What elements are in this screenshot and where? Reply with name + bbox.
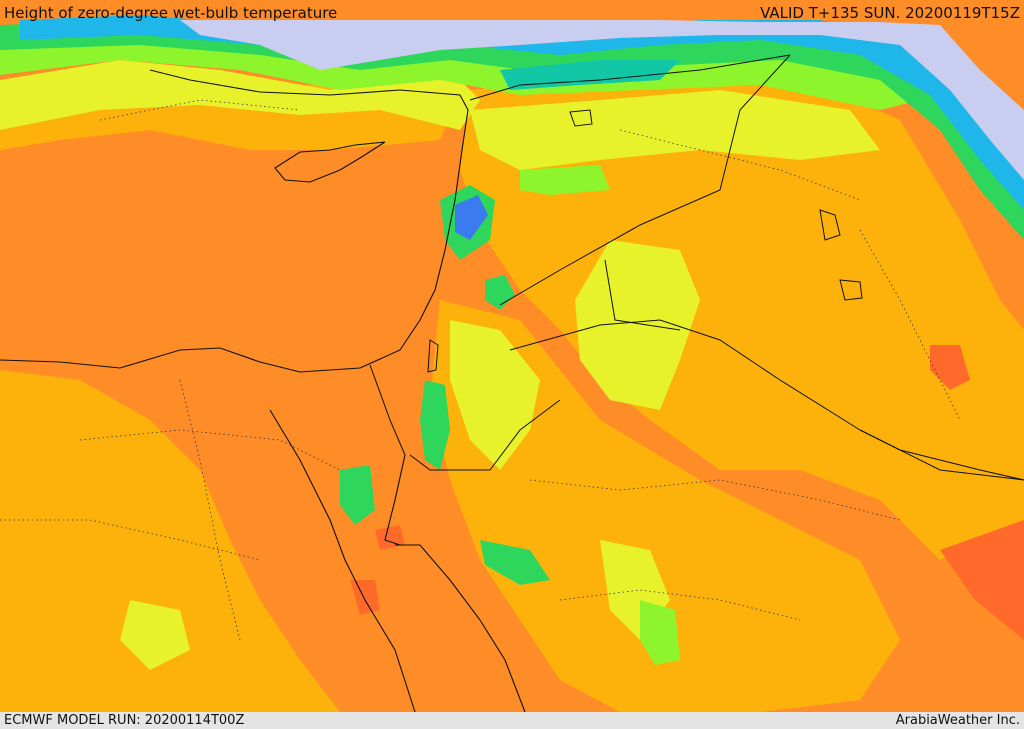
border-jordan-saudi-south	[409, 399, 561, 471]
field-green-golan	[485, 275, 515, 310]
border-syria-iraq	[499, 54, 791, 306]
coastline-aqaba	[384, 454, 406, 546]
internal-boundaries	[0, 99, 961, 641]
field-green-sinai	[340, 465, 375, 525]
lake-habbaniyah	[839, 279, 863, 301]
field-red-redsea	[350, 580, 380, 615]
field-green-saudi	[640, 600, 680, 665]
lake-tharthar	[819, 209, 841, 241]
field-green-syria	[520, 165, 610, 195]
field-yellow-desert	[575, 240, 700, 410]
map-title: Height of zero-degree wet-bulb temperatu…	[4, 4, 338, 22]
field-green-hejaz	[480, 540, 550, 585]
field-lavender-north	[180, 20, 1024, 180]
field-blue-lebanon	[455, 195, 488, 240]
field-red-iraq	[930, 345, 970, 390]
field-green-north	[0, 20, 1024, 240]
field-yellow-jordan	[450, 320, 540, 470]
model-run: ECMWF MODEL RUN: 20200114T00Z	[4, 713, 245, 728]
credit: ArabiaWeather Inc.	[895, 713, 1020, 728]
field-orange-west	[0, 370, 340, 712]
field-yellow-egypt	[120, 600, 190, 670]
lake-assad	[569, 109, 593, 127]
coastline-redsea	[269, 409, 416, 713]
field-cyan-north	[20, 15, 1024, 210]
border-jordan-iraq	[604, 259, 681, 331]
field-red-gulf	[940, 520, 1024, 640]
border-jordan-saudi	[509, 319, 1024, 481]
border-egypt-israel	[369, 364, 406, 456]
coastline-cyprus	[274, 141, 386, 183]
field-orange-south	[430, 300, 900, 712]
field-yellow-north	[0, 60, 480, 130]
footer-bar	[0, 712, 1024, 729]
dead-sea	[427, 339, 439, 373]
coastline-redsea-east	[395, 544, 526, 713]
field-teal-north	[500, 60, 680, 90]
border-turkey-syria	[469, 54, 791, 101]
field-yellow-syria	[470, 90, 880, 170]
valid-time: VALID T+135 SUN. 20200119T15Z	[760, 4, 1020, 22]
field-green-rift	[420, 380, 450, 470]
coastline-mediterranean	[0, 69, 469, 373]
